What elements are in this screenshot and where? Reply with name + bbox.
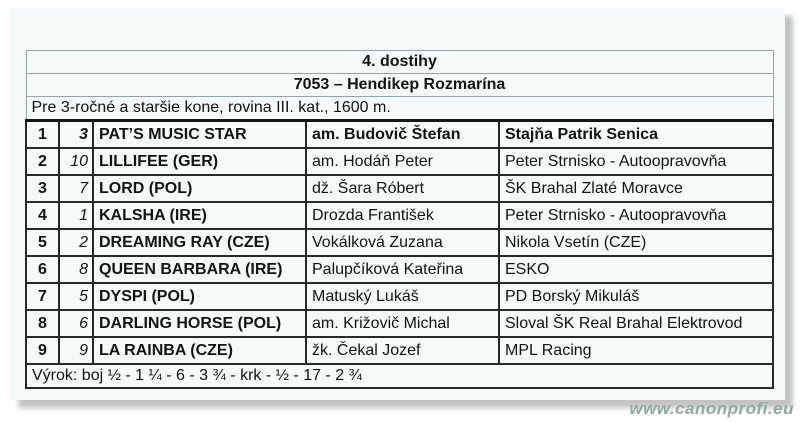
start-number-cell: 9 — [58, 336, 94, 365]
horse-name-cell: QUEEN BARBARA (IRE) — [92, 255, 307, 284]
stable-cell: Peter Strnisko - Autoopravovňa — [497, 201, 775, 230]
horse-name-cell: DREAMING RAY (CZE) — [92, 228, 307, 257]
race-result-table: 4. dostihy 7053 – Hendikep Rozmarína Pre… — [24, 50, 775, 389]
jockey-cell: dž. Šara Róbert — [305, 174, 500, 203]
stable-cell: Sloval ŠK Real Brahal Elektrovod — [497, 309, 775, 338]
result-row: 3 7 LORD (POL) dž. Šara Róbert ŠK Brahal… — [25, 174, 775, 203]
verdict-row: Výrok: boj ½ - 1 ¼ - 6 - 3 ¾ - krk - ½ -… — [24, 363, 775, 389]
rank-cell: 6 — [25, 255, 60, 284]
stable-cell: ESKO — [497, 255, 775, 284]
jockey-cell: Matuský Lukáš — [305, 282, 500, 311]
rank-cell: 8 — [25, 309, 60, 338]
start-number-cell: 10 — [58, 147, 94, 176]
horse-name-cell: LILLIFEE (GER) — [92, 147, 307, 176]
stable-cell: ŠK Brahal Zlaté Moravce — [497, 174, 775, 203]
verdict-text: Výrok: boj ½ - 1 ¼ - 6 - 3 ¾ - krk - ½ -… — [24, 363, 775, 389]
start-number-cell: 5 — [58, 282, 94, 311]
jockey-cell: am. Hodáň Peter — [305, 147, 500, 176]
horse-name-cell: PAT’S MUSIC STAR — [92, 119, 307, 149]
start-number-cell: 6 — [58, 309, 94, 338]
result-row: 1 3 PAT’S MUSIC STAR am. Budovič Štefan … — [25, 119, 775, 149]
jockey-cell: am. Budovič Štefan — [305, 119, 500, 149]
stable-cell: Nikola Vsetín (CZE) — [497, 228, 775, 257]
stable-cell: MPL Racing — [497, 336, 775, 365]
race-name-row: 7053 – Hendikep Rozmarína — [25, 73, 774, 97]
jockey-cell: Palupčíková Kateřina — [305, 255, 500, 284]
race-table-footer: Výrok: boj ½ - 1 ¼ - 6 - 3 ¾ - krk - ½ -… — [24, 363, 775, 389]
rank-cell: 2 — [25, 147, 60, 176]
horse-name-cell: KALSHA (IRE) — [92, 201, 307, 230]
horse-name-cell: DARLING HORSE (POL) — [92, 309, 307, 338]
result-row: 2 10 LILLIFEE (GER) am. Hodáň Peter Pete… — [25, 147, 775, 176]
horse-name-cell: LORD (POL) — [92, 174, 307, 203]
jockey-cell: Drozda František — [305, 201, 500, 230]
result-row: 5 2 DREAMING RAY (CZE) Vokálková Zuzana … — [25, 228, 775, 257]
race-number-title: 4. dostihy — [25, 50, 774, 74]
result-row: 4 1 KALSHA (IRE) Drozda František Peter … — [25, 201, 775, 230]
stable-cell: Stajňa Patrik Senica — [497, 119, 775, 149]
start-number-cell: 8 — [58, 255, 94, 284]
stable-cell: Peter Strnisko - Autoopravovňa — [497, 147, 775, 176]
rank-cell: 4 — [25, 201, 60, 230]
jockey-cell: žk. Čekal Jozef — [305, 336, 500, 365]
jockey-cell: am. Križovič Michal — [305, 309, 500, 338]
start-number-cell: 2 — [58, 228, 94, 257]
document-page: 4. dostihy 7053 – Hendikep Rozmarína Pre… — [10, 8, 785, 400]
race-conditions-text: Pre 3-ročné a staršie kone, rovina III. … — [25, 96, 774, 122]
stable-cell: PD Borský Mikuláš — [497, 282, 775, 311]
watermark: www.canonprofi.eu — [629, 399, 794, 418]
race-name-title: 7053 – Hendikep Rozmarína — [25, 73, 774, 97]
jockey-cell: Vokálková Zuzana — [305, 228, 500, 257]
horse-name-cell: DYSPI (POL) — [92, 282, 307, 311]
result-row: 6 8 QUEEN BARBARA (IRE) Palupčíková Kate… — [25, 255, 775, 284]
result-row: 8 6 DARLING HORSE (POL) am. Križovič Mic… — [25, 309, 775, 338]
start-number-cell: 1 — [58, 201, 94, 230]
horse-name-cell: LA RAINBA (CZE) — [92, 336, 307, 365]
start-number-cell: 3 — [58, 119, 94, 149]
race-number-row: 4. dostihy — [25, 50, 774, 74]
race-table-body: 4. dostihy 7053 – Hendikep Rozmarína Pre… — [25, 50, 775, 365]
rank-cell: 1 — [25, 119, 60, 149]
rank-cell: 7 — [25, 282, 60, 311]
rank-cell: 5 — [25, 228, 60, 257]
race-conditions-row: Pre 3-ročné a staršie kone, rovina III. … — [25, 96, 774, 122]
start-number-cell: 7 — [58, 174, 94, 203]
rank-cell: 9 — [25, 336, 60, 365]
rank-cell: 3 — [25, 174, 60, 203]
result-row: 9 9 LA RAINBA (CZE) žk. Čekal Jozef MPL … — [25, 336, 775, 365]
result-row: 7 5 DYSPI (POL) Matuský Lukáš PD Borský … — [25, 282, 775, 311]
